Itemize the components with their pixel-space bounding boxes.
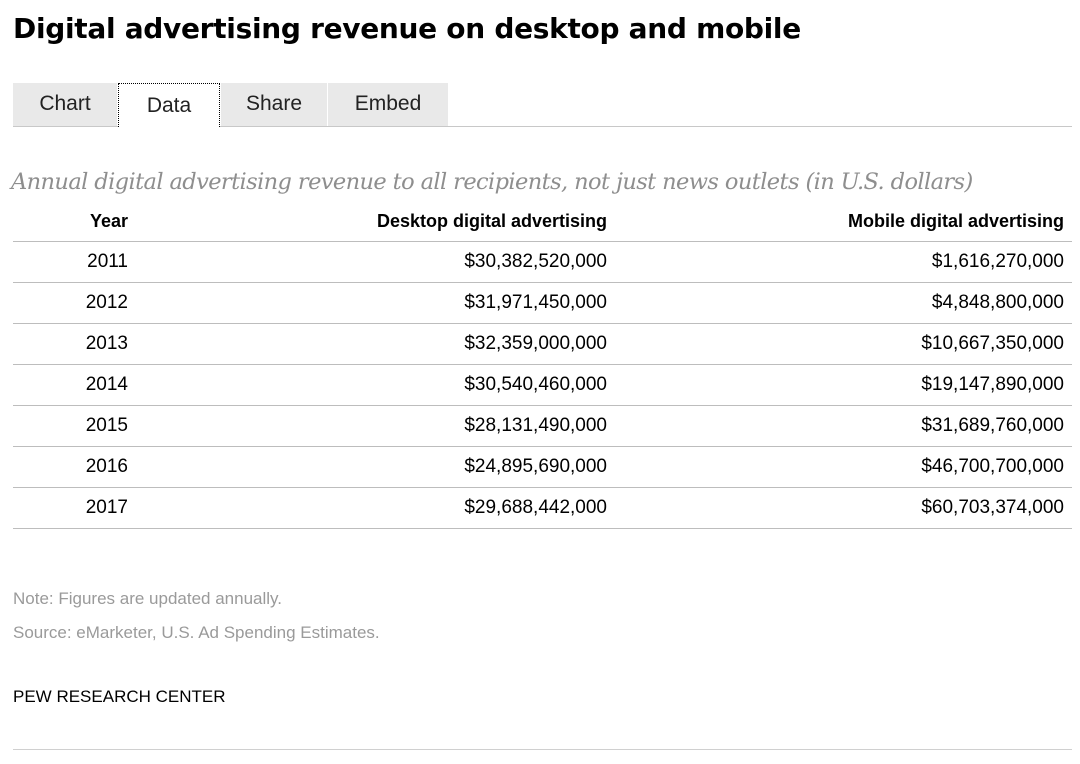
mobile-cell: $10,667,350,000 xyxy=(607,323,1072,365)
table-row: 2012 $31,971,450,000 $4,848,800,000 xyxy=(13,282,1072,324)
desktop-cell: $30,540,460,000 xyxy=(128,364,607,406)
mobile-cell: $60,703,374,000 xyxy=(607,487,1072,529)
page-title: Digital advertising revenue on desktop a… xyxy=(13,12,801,45)
year-cell: 2014 xyxy=(13,364,128,406)
tab-chart[interactable]: Chart xyxy=(13,83,117,126)
year-cell: 2017 xyxy=(13,487,128,529)
table-row: 2014 $30,540,460,000 $19,147,890,000 xyxy=(13,364,1072,406)
desktop-cell: $31,971,450,000 xyxy=(128,282,607,324)
desktop-cell: $29,688,442,000 xyxy=(128,487,607,529)
table-subtitle: Annual digital advertising revenue to al… xyxy=(11,169,973,195)
desktop-cell: $30,382,520,000 xyxy=(128,241,607,283)
mobile-cell: $46,700,700,000 xyxy=(607,446,1072,488)
mobile-cell: $1,616,270,000 xyxy=(607,241,1072,283)
year-cell: 2011 xyxy=(13,241,128,283)
table-row: 2016 $24,895,690,000 $46,700,700,000 xyxy=(13,446,1072,488)
table-row: 2015 $28,131,490,000 $31,689,760,000 xyxy=(13,405,1072,447)
footnote-note: Note: Figures are updated annually. xyxy=(13,589,283,608)
tab-embed[interactable]: Embed xyxy=(328,83,448,126)
year-cell: 2016 xyxy=(13,446,128,488)
tab-data[interactable]: Data xyxy=(118,83,220,127)
data-table: Year Desktop digital advertising Mobile … xyxy=(13,201,1072,529)
mobile-cell: $4,848,800,000 xyxy=(607,282,1072,324)
table-row: 2013 $32,359,000,000 $10,667,350,000 xyxy=(13,323,1072,365)
year-cell: 2015 xyxy=(13,405,128,447)
column-header-mobile: Mobile digital advertising xyxy=(607,201,1072,242)
column-header-desktop: Desktop digital advertising xyxy=(128,201,607,242)
desktop-cell: $32,359,000,000 xyxy=(128,323,607,365)
year-cell: 2012 xyxy=(13,282,128,324)
bottom-divider xyxy=(13,749,1072,750)
column-header-year: Year xyxy=(13,201,128,242)
tab-share[interactable]: Share xyxy=(221,83,327,126)
year-cell: 2013 xyxy=(13,323,128,365)
table-row: 2011 $30,382,520,000 $1,616,270,000 xyxy=(13,241,1072,283)
tab-bar: Chart Data Share Embed xyxy=(13,83,1072,127)
desktop-cell: $28,131,490,000 xyxy=(128,405,607,447)
mobile-cell: $19,147,890,000 xyxy=(607,364,1072,406)
desktop-cell: $24,895,690,000 xyxy=(128,446,607,488)
table-row: 2017 $29,688,442,000 $60,703,374,000 xyxy=(13,487,1072,529)
footnote-source: Source: eMarketer, U.S. Ad Spending Esti… xyxy=(13,623,380,642)
organization-credit: PEW RESEARCH CENTER xyxy=(13,687,226,706)
table-header-row: Year Desktop digital advertising Mobile … xyxy=(13,201,1072,242)
mobile-cell: $31,689,760,000 xyxy=(607,405,1072,447)
